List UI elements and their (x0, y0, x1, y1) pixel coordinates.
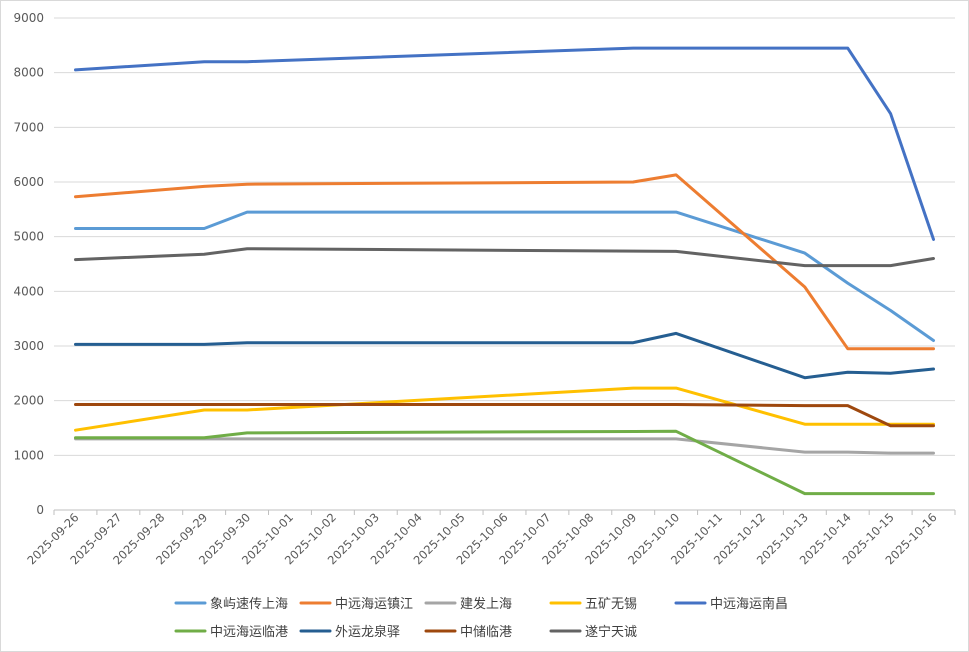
y-tick-label: 0 (36, 503, 44, 517)
series-line-7 (74, 331, 935, 380)
legend-label: 象屿速传上海 (210, 597, 288, 612)
y-tick-label: 8000 (13, 66, 44, 80)
y-tick-label: 5000 (13, 230, 44, 244)
series-line-3 (74, 437, 935, 455)
series-line-4 (74, 386, 935, 432)
y-tick-label: 3000 (13, 339, 44, 353)
series-line-1 (74, 210, 935, 342)
legend-label: 中远海运镇江 (335, 597, 413, 612)
legend-label: 中远海运临港 (210, 625, 288, 640)
gridlines (54, 17, 955, 456)
y-tick-label: 9000 (13, 11, 44, 25)
series-line-2 (74, 173, 935, 351)
legend-label: 遂宁天诚 (585, 624, 637, 640)
series-line-5 (74, 46, 935, 241)
y-tick-label: 1000 (13, 448, 44, 462)
series-line-9 (74, 247, 935, 268)
legend-label: 中储临港 (460, 625, 512, 640)
y-tick-label: 6000 (13, 175, 44, 189)
series-line-6 (74, 429, 935, 496)
legend-label: 中远海运南昌 (710, 596, 788, 612)
series-line-8 (74, 403, 935, 428)
y-axis: 0 1000 2000 3000 4000 5000 6000 7000 8000 9000 (13, 11, 44, 517)
y-tick-label: 4000 (13, 284, 44, 298)
legend-label: 五矿无锡 (585, 597, 637, 612)
series-lines (74, 46, 935, 496)
y-tick-label: 7000 (13, 120, 44, 134)
x-axis: 2025-09-262025-09-272025-09-282025-09-29… (24, 509, 956, 567)
legend-label: 外运龙泉驿 (335, 624, 400, 640)
y-tick-label: 2000 (13, 394, 44, 408)
legend-label: 建发上海 (460, 596, 512, 612)
